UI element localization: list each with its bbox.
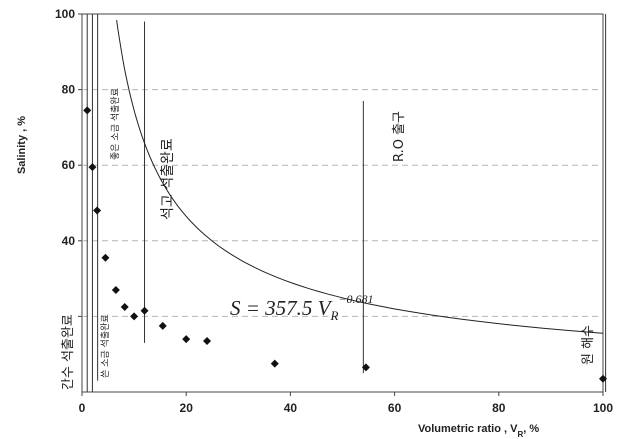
x-tick-label: 60: [388, 401, 402, 415]
x-axis-ticks: 0 20 40 60 80 100: [79, 392, 613, 415]
data-point: [140, 306, 149, 315]
annotation-bitter-salt-complete: 쓴 소금 석출완료: [100, 314, 111, 378]
annotation-ro-outlet: R.O 출구: [392, 111, 407, 162]
fit-curve: [116, 20, 604, 334]
x-tick-label: 80: [492, 401, 506, 415]
plot-frame: [81, 13, 604, 393]
data-point: [361, 363, 370, 372]
data-points: [83, 106, 607, 383]
data-point: [120, 302, 129, 311]
y-tick-label: 60: [62, 158, 76, 172]
x-tick-label: 20: [180, 401, 194, 415]
x-tick-label: 40: [284, 401, 298, 415]
data-point: [93, 206, 102, 215]
data-point: [182, 335, 191, 344]
data-point: [158, 321, 167, 330]
y-tick-label: 40: [62, 234, 76, 248]
annotation-brine-complete: 간수 석출완료: [61, 314, 76, 390]
y-axis-title: Salinity , %: [16, 116, 28, 174]
annotation-raw-seawater: 원 해수: [581, 325, 596, 365]
x-tick-label: 100: [593, 401, 613, 415]
data-point: [101, 253, 110, 262]
annotation-gypsum-complete: 석고 석출완료: [160, 138, 176, 220]
annotation-good-salt-complete: 좋은 소금 석출완료: [110, 88, 121, 160]
data-point: [88, 163, 97, 172]
x-tick-label: 0: [79, 401, 86, 415]
data-point: [203, 336, 212, 345]
y-tick-label: 80: [62, 83, 76, 97]
x-axis-title: Volumetric ratio , VR, %: [418, 423, 539, 439]
data-point: [111, 285, 120, 294]
y-tick-label: 100: [55, 7, 75, 21]
fit-equation: S = 357.5 VR−0.681: [230, 292, 374, 323]
data-point: [270, 359, 279, 368]
annotation-lines: [86, 14, 607, 392]
y-axis-ticks: 40 60 80 100: [55, 7, 82, 317]
data-point: [130, 312, 139, 321]
data-point: [599, 374, 607, 383]
gridlines: [82, 89, 603, 317]
data-point: [83, 106, 92, 115]
